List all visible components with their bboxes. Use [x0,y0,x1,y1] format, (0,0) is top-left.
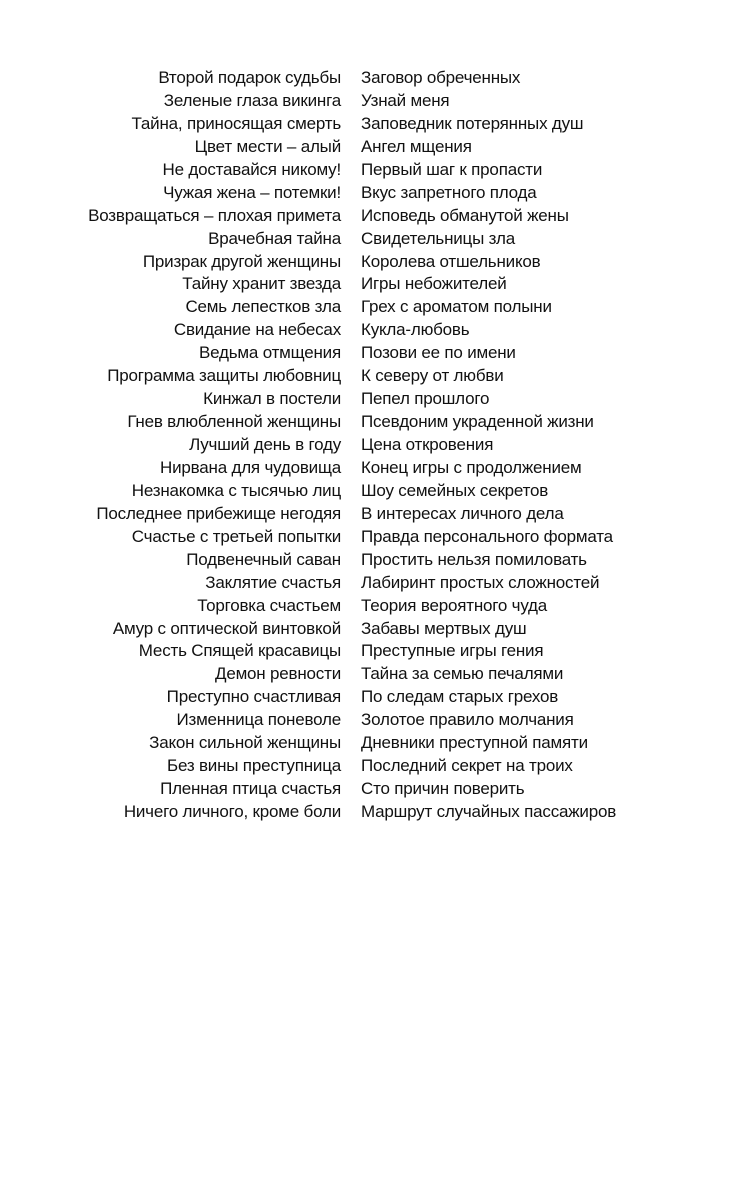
book-title: Свидание на небесах [173,320,341,340]
book-title: Ангел мщения [361,136,472,156]
book-title: Не доставайся никому! [162,159,342,179]
book-title: Цвет мести – алый [194,136,342,156]
book-title: К северу от любви [361,366,504,386]
book-title: Первый шаг к пропасти [361,159,543,179]
book-title: Преступные игры гения [361,641,544,661]
book-title: Свидетельницы зла [361,228,516,248]
book-title: Ничего личного, кроме боли [123,802,341,821]
book-title: Пепел прошлого [361,389,490,409]
book-title: Амур с оптической винтовкой [112,618,341,638]
book-title: Без вины преступница [167,756,341,776]
book-title: Позови ее по имени [361,343,516,363]
book-title: Преступно счастливая [166,687,342,707]
book-title: Королева отшельников [361,251,541,271]
book-title: Исповедь обманутой жены [361,205,569,225]
title-list-left: Второй подарок судьбы Зеленые глаза викин… [88,67,341,824]
book-title: Незнакомка с тысячью лиц [131,480,341,500]
book-title: Тайна за семью печалями [361,664,564,684]
book-title: Простить нельзя помиловать [361,549,587,569]
book-title: Дневники преступной памяти [361,733,588,753]
book-title: Узнай меня [361,90,450,110]
book-title: Ведьма отмщения [199,343,341,363]
book-title: Сто причин поверить [361,779,525,799]
book-title: Закон сильной женщины [149,733,341,753]
title-list-right: Заговор обреченных Узнай меня Заповедник п… [361,67,616,824]
book-title: Лучший день в году [189,435,341,454]
book-title: Теория вероятного чуда [361,595,548,615]
book-title: Золотое правило молчания [361,710,574,730]
book-title: Последний секрет на троих [361,756,573,776]
book-title: Тайну хранит звезда [182,274,341,294]
book-title: Кукла-любовь [361,320,470,340]
book-title: Подвенечный саван [186,549,341,569]
book-title: Демон ревности [215,664,341,684]
book-title: Лабиринт простых сложностей [361,572,600,592]
book-title: Зеленые глаза викинга [163,90,341,110]
book-title: Изменница поневоле [176,710,341,730]
book-title: Заговор обреченных [361,68,521,87]
book-title: Конец игры с продолжением [361,457,582,477]
book-title: Семь лепестков зла [185,297,341,317]
book-title: Программа защиты любовниц [107,366,341,386]
book-title: Гнев влюбленной женщины [127,412,341,432]
book-title: Нирвана для чудовища [160,457,341,477]
book-title: Второй подарок судьбы [158,68,341,87]
book-title: Чужая жена – потемки! [163,182,341,202]
book-title: В интересах личного дела [361,503,564,523]
book-title: Месть Спящей красавицы [138,641,341,661]
book-title: Псевдоним украденной жизни [361,412,594,432]
book-title: Грех с ароматом полыни [361,297,552,317]
book-title: Маршрут случайных пассажиров [361,802,617,821]
book-title: Последнее прибежище негодяя [96,503,341,523]
book-title: Заповедник потерянных душ [361,113,584,133]
book-title: Заклятие счастья [205,572,341,592]
book-title: Возвращаться – плохая примета [88,205,341,225]
book-title: Шоу семейных секретов [361,480,549,500]
book-title: Вкус запретного плода [361,182,537,202]
book-title: По следам старых грехов [361,687,559,707]
book-title: Забавы мертвых душ [361,618,527,638]
book-title: Тайна, приносящая смерть [131,113,341,133]
book-title: Врачебная тайна [208,228,341,248]
book-title: Пленная птица счастья [160,779,341,799]
book-title: Цена откровения [361,435,494,454]
book-title: Торговка счастьем [197,595,341,615]
book-title: Кинжал в постели [203,389,341,409]
book-title: Призрак другой женщины [142,251,341,271]
book-title: Игры небожителей [361,274,507,294]
book-title: Счастье с третьей попытки [131,526,341,546]
book-title: Правда персонального формата [361,526,613,546]
